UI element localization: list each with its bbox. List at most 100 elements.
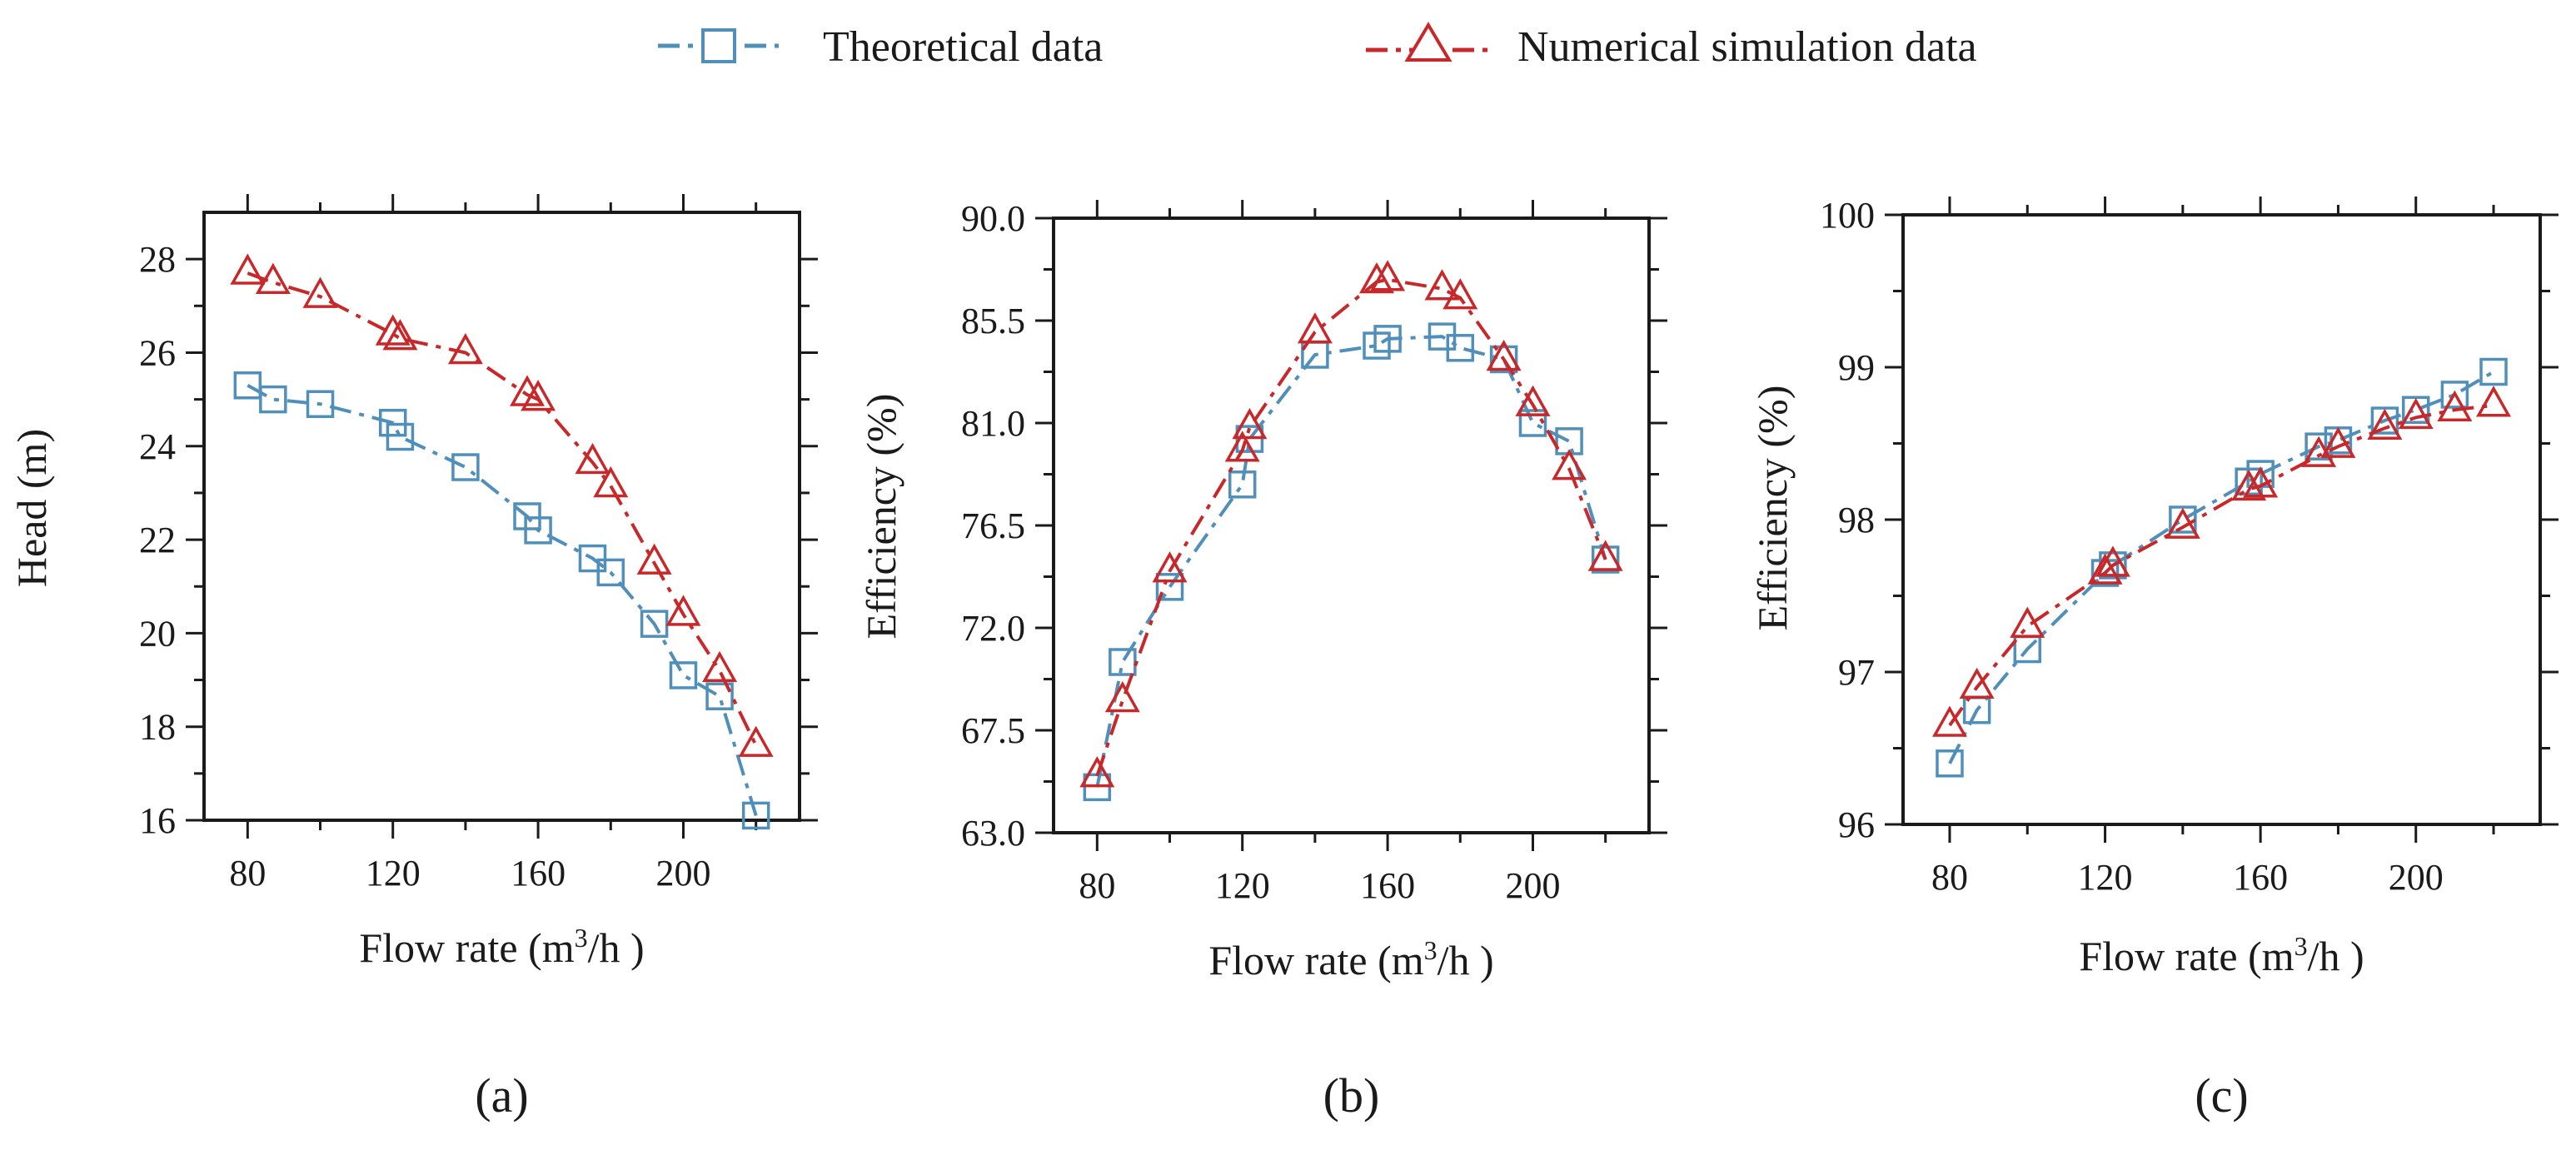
y-tick-label: 81.0 [961, 403, 1025, 444]
data-point-square [1591, 545, 1620, 574]
data-point-square [1936, 749, 1964, 778]
data-point-triangle [2398, 397, 2434, 430]
data-point-square [386, 422, 415, 451]
legend-item-theoretical: Theoretical data [658, 23, 1103, 71]
data-point-square [1228, 470, 1257, 499]
chart-panel-2: 80 120 160 200 63.0 67.5 72.0 76.5 81.0 85.5 90.0 E… [858, 198, 1667, 1123]
legend-square-marker [701, 28, 736, 63]
series-line-theoretical [1948, 370, 2495, 764]
data-point-triangle [1370, 260, 1406, 291]
y-tick-label: 22 [139, 520, 176, 560]
legend-label-numerical: Numerical simulation data [1517, 23, 1977, 71]
y-tick-label: 97 [1838, 652, 1875, 693]
data-point-triangle [2320, 426, 2356, 458]
data-point-square [513, 502, 541, 530]
data-point-triangle [575, 442, 610, 475]
series-line-numerical [1095, 277, 1607, 777]
data-point-square [1446, 334, 1475, 362]
data-point-triangle [1232, 407, 1268, 440]
series-line-numerical [247, 271, 758, 747]
chart-panel-1: 80 120 160 200 16 18 20 22 24 26 28 Head (m) Flow ra… [8, 194, 818, 1123]
data-point-triangle [2243, 466, 2279, 498]
y-tick-label: 20 [139, 613, 176, 654]
data-point-square [1518, 409, 1547, 437]
y-tick-label: 28 [139, 239, 176, 280]
y-axis-label: Head (m) [8, 429, 55, 587]
data-point-triangle [1297, 312, 1333, 344]
series-line-theoretical [1095, 335, 1607, 788]
data-point-triangle [447, 332, 483, 365]
y-tick-label: 85.5 [961, 301, 1025, 341]
data-point-triangle [1552, 449, 1587, 480]
legend-item-numerical: Numerical simulation data [1366, 22, 1977, 71]
y-tick-label: 63.0 [961, 813, 1025, 854]
data-point-triangle [375, 314, 411, 346]
data-point-square [524, 516, 552, 545]
data-point-triangle [1959, 667, 1995, 699]
panel-label: (c) [2195, 1068, 2248, 1123]
data-point-square [669, 661, 698, 690]
data-point-square [451, 453, 480, 481]
y-tick-label: 99 [1838, 347, 1875, 388]
x-tick-label: 160 [2233, 857, 2288, 898]
series-theoretical [1936, 357, 2508, 778]
data-point-square [2304, 432, 2333, 460]
plot-frame [202, 211, 801, 822]
x-tick-label: 120 [366, 853, 421, 894]
data-point-square [1363, 331, 1391, 360]
data-point-triangle [1442, 278, 1478, 310]
x-axis-label: Flow rate (m3/h ) [359, 923, 644, 971]
y-tick-label: 26 [139, 332, 176, 373]
data-point-triangle [1486, 339, 1522, 371]
data-point-square [2479, 357, 2508, 386]
data-point-square [2440, 381, 2469, 409]
data-point-triangle [1931, 705, 1967, 737]
panel-label: (a) [475, 1068, 528, 1123]
panel-label: (b) [1323, 1068, 1380, 1123]
data-point-triangle [2165, 507, 2200, 539]
data-point-triangle [702, 650, 738, 683]
series-numerical [1079, 260, 1623, 788]
chart-panel-3: 80 120 160 200 96 97 98 99 100 Efficiency (%) Flow… [1749, 195, 2559, 1123]
data-point-triangle [665, 595, 701, 626]
data-point-triangle [1152, 551, 1188, 583]
data-point-triangle [2231, 469, 2267, 501]
data-point-square [259, 385, 287, 414]
legend: Theoretical data Numerical simulation da… [658, 22, 1977, 71]
data-point-triangle [255, 262, 291, 294]
plots-container: 80 120 160 200 16 18 20 22 24 26 28 Head (m) Flow ra… [8, 194, 2559, 1123]
data-point-square [578, 544, 607, 573]
data-point-triangle [2010, 606, 2045, 638]
plot-frame [1901, 213, 2542, 826]
data-point-triangle [1224, 431, 1260, 462]
data-point-triangle [1079, 756, 1115, 788]
data-point-triangle [2476, 386, 2512, 417]
legend-label-theoretical: Theoretical data [823, 23, 1103, 71]
data-point-triangle [1359, 261, 1395, 294]
x-tick-label: 200 [1505, 865, 1560, 906]
data-point-square [741, 801, 770, 830]
series-theoretical [1083, 322, 1620, 802]
series-line-numerical [1948, 403, 2494, 727]
data-point-triangle [302, 276, 338, 308]
x-tick-label: 120 [1215, 865, 1270, 906]
y-tick-label: 98 [1838, 500, 1875, 540]
y-axis-label: Efficiency (%) [858, 394, 904, 640]
y-tick-label: 96 [1838, 804, 1875, 845]
data-point-triangle [1424, 269, 1460, 301]
data-point-triangle [2437, 390, 2473, 421]
data-point-triangle [636, 543, 672, 575]
data-point-triangle [593, 465, 629, 498]
x-axis-label: Flow rate (m3/h ) [2079, 931, 2364, 979]
x-tick-label: 80 [1079, 865, 1115, 906]
y-tick-label: 16 [139, 800, 176, 841]
x-tick-label: 160 [1360, 865, 1415, 906]
data-point-square [2169, 505, 2197, 534]
data-point-square [233, 371, 262, 400]
data-point-square [2401, 396, 2430, 424]
y-tick-label: 76.5 [961, 505, 1025, 546]
data-point-triangle [1515, 385, 1551, 416]
data-point-square [1155, 573, 1184, 601]
series-line-theoretical [247, 384, 758, 816]
